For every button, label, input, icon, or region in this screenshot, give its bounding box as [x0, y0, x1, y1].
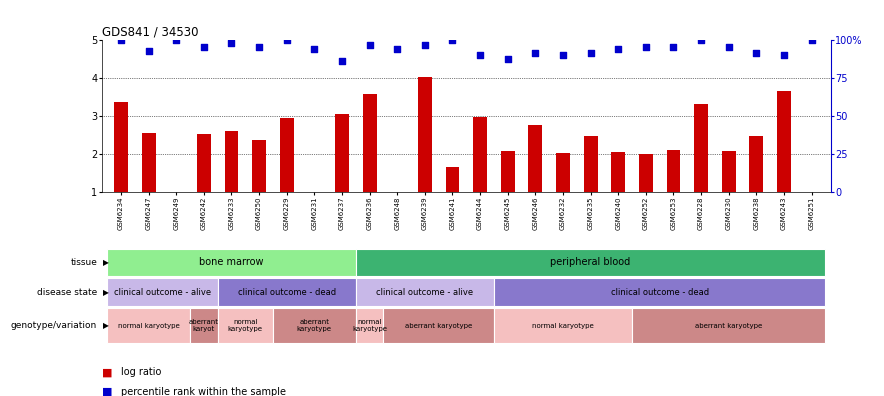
Bar [750, 136, 763, 192]
Point [446, 36, 460, 43]
Point [335, 57, 349, 64]
Bar [107, 278, 217, 306]
Bar [418, 77, 431, 192]
Text: clinical outcome - alive: clinical outcome - alive [114, 287, 211, 297]
Bar [114, 103, 128, 192]
Point [279, 36, 293, 43]
Point [694, 36, 708, 43]
Point [473, 51, 487, 58]
Point [556, 51, 570, 58]
Text: aberrant karyotype: aberrant karyotype [405, 323, 472, 329]
Point [308, 46, 322, 52]
Point [529, 50, 543, 56]
Bar [107, 308, 190, 343]
Point [252, 44, 266, 50]
Bar [217, 278, 355, 306]
Bar [335, 114, 349, 192]
Point [197, 44, 211, 50]
Text: peripheral blood: peripheral blood [551, 257, 631, 267]
Bar [446, 167, 460, 192]
Point [141, 48, 156, 54]
Text: clinical outcome - dead: clinical outcome - dead [238, 287, 336, 297]
Bar [107, 249, 355, 276]
Point [721, 44, 735, 50]
Text: clinical outcome - alive: clinical outcome - alive [377, 287, 474, 297]
Point [114, 36, 128, 43]
Text: genotype/variation: genotype/variation [11, 321, 97, 330]
Bar [355, 278, 494, 306]
Bar [494, 308, 632, 343]
Text: ▶: ▶ [103, 287, 109, 297]
Bar [777, 91, 791, 192]
Bar [355, 308, 384, 343]
Text: bone marrow: bone marrow [199, 257, 263, 267]
Text: percentile rank within the sample: percentile rank within the sample [121, 387, 286, 396]
Bar [280, 118, 293, 192]
Point [500, 55, 514, 62]
Text: ■: ■ [102, 367, 112, 377]
Bar [362, 94, 377, 192]
Text: normal
karyotype: normal karyotype [228, 319, 263, 332]
Bar [141, 133, 156, 192]
Bar [273, 308, 355, 343]
Bar [197, 134, 210, 192]
Bar [667, 150, 681, 192]
Point [225, 40, 239, 47]
Point [583, 50, 598, 56]
Bar [355, 249, 826, 276]
Bar [217, 308, 273, 343]
Text: ▶: ▶ [103, 321, 109, 330]
Point [390, 46, 404, 52]
Point [750, 50, 764, 56]
Bar [632, 308, 826, 343]
Bar [494, 278, 826, 306]
Text: log ratio: log ratio [121, 367, 162, 377]
Bar [583, 136, 598, 192]
Point [611, 46, 625, 52]
Text: tissue: tissue [71, 258, 97, 267]
Point [418, 42, 432, 48]
Text: normal karyotype: normal karyotype [532, 323, 594, 329]
Text: GDS841 / 34530: GDS841 / 34530 [102, 25, 198, 38]
Bar [252, 140, 266, 192]
Bar [190, 308, 217, 343]
Text: normal
karyotype: normal karyotype [352, 319, 387, 332]
Point [639, 44, 653, 50]
Bar [612, 152, 625, 192]
Point [362, 42, 377, 48]
Bar [722, 151, 735, 192]
Text: normal karyotype: normal karyotype [118, 323, 179, 329]
Bar [384, 308, 494, 343]
Bar [473, 117, 487, 192]
Bar [501, 151, 514, 192]
Bar [529, 125, 542, 192]
Text: aberrant
karyotype: aberrant karyotype [297, 319, 332, 332]
Text: ▶: ▶ [103, 258, 109, 267]
Point [804, 36, 819, 43]
Text: disease state: disease state [37, 287, 97, 297]
Point [169, 36, 183, 43]
Text: aberrant karyotype: aberrant karyotype [695, 323, 762, 329]
Bar [639, 154, 652, 192]
Point [667, 44, 681, 50]
Text: ■: ■ [102, 387, 112, 396]
Bar [556, 153, 570, 192]
Point [777, 51, 791, 58]
Bar [225, 131, 239, 192]
Text: clinical outcome - dead: clinical outcome - dead [611, 287, 709, 297]
Bar [694, 105, 708, 192]
Text: aberrant
karyot: aberrant karyot [189, 319, 219, 332]
